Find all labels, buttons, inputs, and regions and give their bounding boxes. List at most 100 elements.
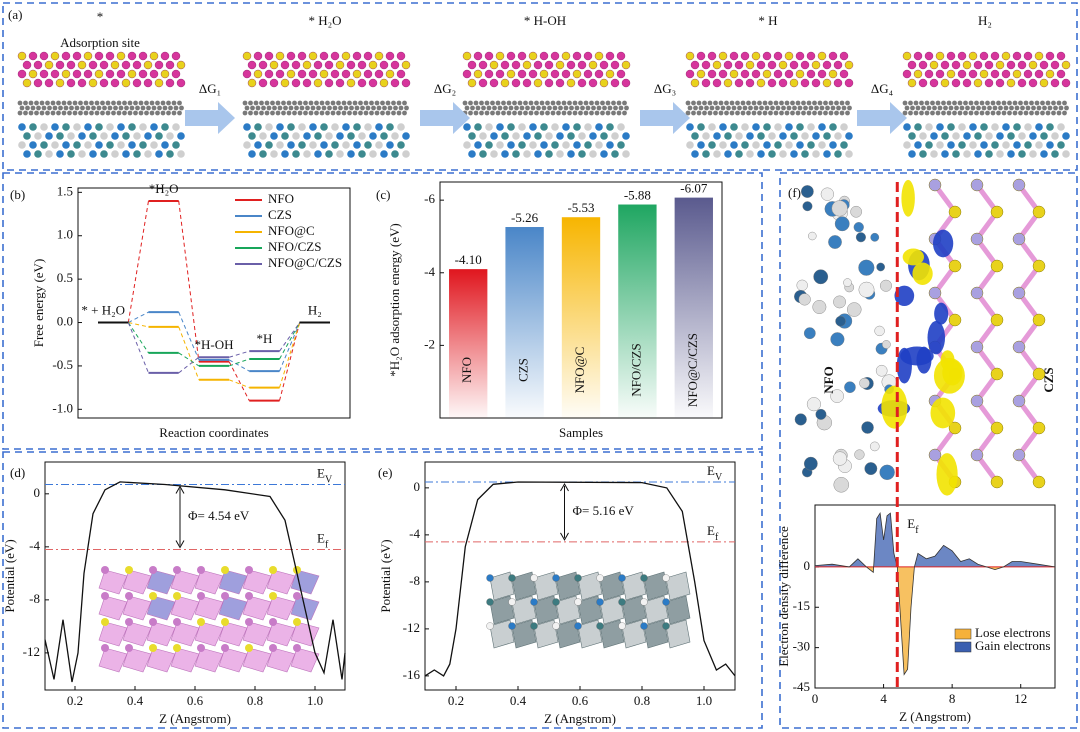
atom	[833, 60, 843, 70]
atom	[823, 132, 831, 140]
atom	[812, 110, 817, 116]
atom	[622, 100, 627, 106]
atom	[1029, 150, 1037, 158]
atom	[781, 105, 786, 111]
atom	[1012, 100, 1018, 106]
atom	[269, 566, 277, 574]
atom	[607, 105, 613, 111]
atom	[830, 105, 836, 111]
atom	[135, 105, 140, 111]
atom	[712, 78, 722, 88]
atom	[995, 78, 1005, 88]
atom	[746, 110, 751, 116]
atom	[172, 123, 180, 131]
atom	[28, 51, 38, 61]
atom	[691, 100, 696, 106]
annotation: Φ= 5.16 eV	[573, 503, 635, 518]
charge-lobe	[916, 346, 932, 374]
polyhedron	[489, 619, 515, 649]
atom	[784, 100, 790, 106]
atom	[935, 110, 941, 116]
atom	[928, 448, 942, 462]
panel-label: (d)	[10, 465, 25, 480]
connector	[178, 326, 200, 380]
polyhedron	[643, 571, 669, 601]
atom	[751, 69, 761, 79]
atom	[914, 123, 922, 131]
atom	[611, 150, 619, 158]
label-sub: f	[715, 532, 719, 543]
atom	[970, 105, 976, 111]
polyhedron	[218, 569, 248, 595]
atom	[149, 592, 157, 600]
atom	[973, 60, 983, 70]
polyhedron	[98, 647, 128, 673]
connector	[228, 361, 250, 401]
atom	[965, 105, 970, 111]
atom	[100, 110, 105, 116]
atom	[996, 150, 1004, 158]
atom	[517, 100, 523, 106]
atom	[28, 100, 34, 106]
atom	[970, 394, 984, 408]
atom	[1032, 259, 1046, 273]
atom	[707, 100, 713, 106]
atom	[784, 51, 794, 61]
atom	[1042, 105, 1047, 111]
atom	[820, 187, 834, 201]
atom	[39, 51, 49, 61]
category-label: NFO@C	[572, 347, 587, 394]
atom	[979, 69, 989, 79]
atom	[812, 100, 817, 106]
atom	[751, 110, 757, 116]
atom	[823, 110, 828, 116]
atom	[503, 105, 508, 111]
atom	[18, 123, 26, 131]
atom	[1007, 150, 1015, 158]
polyhedron	[643, 619, 669, 649]
atom	[352, 100, 358, 106]
charge-lobe	[902, 248, 925, 266]
atom	[160, 110, 166, 116]
atom	[807, 141, 815, 149]
atom	[578, 110, 583, 116]
atom	[160, 69, 170, 79]
atom	[402, 132, 410, 140]
atom	[803, 456, 818, 471]
atom	[496, 141, 504, 149]
atom	[314, 110, 319, 116]
atom	[309, 123, 317, 131]
atom	[729, 100, 735, 106]
atom	[380, 132, 388, 140]
atom	[734, 60, 744, 70]
atom	[928, 178, 942, 192]
atom	[1053, 105, 1058, 111]
atom	[573, 141, 581, 149]
atom	[105, 100, 111, 106]
atom	[790, 150, 798, 158]
atom	[540, 123, 548, 131]
atom	[948, 421, 962, 435]
atom	[41, 105, 47, 111]
atom	[940, 60, 950, 70]
atom	[336, 100, 341, 106]
atom	[197, 618, 205, 626]
atom	[1012, 340, 1026, 354]
atom	[762, 51, 772, 61]
polyhedron	[290, 621, 320, 647]
atom	[391, 100, 396, 106]
atom	[376, 105, 382, 111]
atom	[197, 566, 205, 574]
atom	[741, 123, 749, 131]
atom	[801, 110, 806, 116]
atom	[690, 78, 700, 88]
atom	[299, 105, 305, 111]
legend-swatch	[954, 628, 972, 640]
atom	[1009, 105, 1014, 111]
step-label: Adsorption site	[60, 35, 140, 50]
atom	[341, 100, 347, 106]
step-label: * H	[758, 13, 777, 28]
atom	[320, 123, 328, 131]
atom	[105, 69, 115, 79]
arrow	[185, 102, 235, 134]
